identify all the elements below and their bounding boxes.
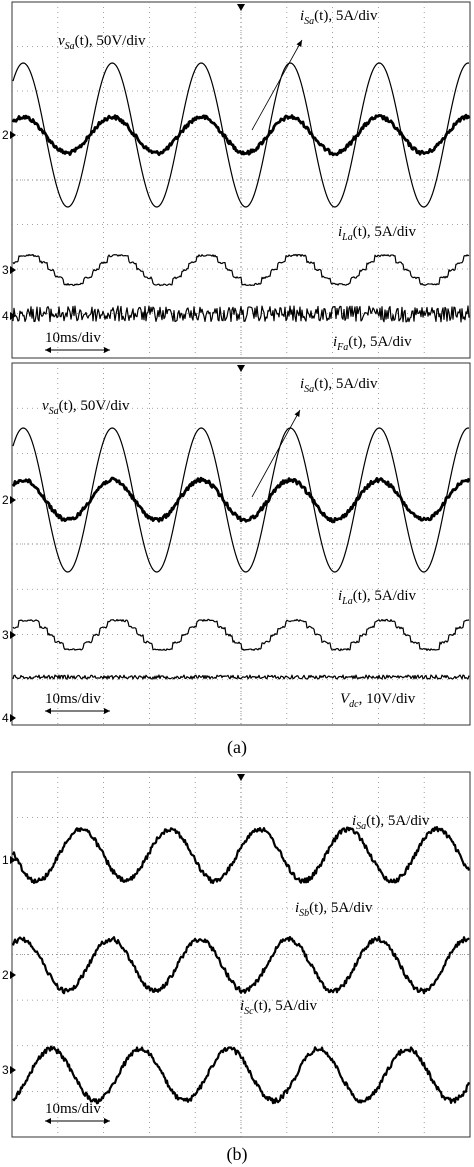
trace-label: Vdc, 10V/div <box>340 691 416 710</box>
label-subscript: Sa <box>356 821 366 832</box>
channel-marker: 2 <box>2 493 9 507</box>
trace-label: iSa(t), 5A/div <box>352 813 430 832</box>
trace-label: iLa(t), 5A/div <box>338 224 417 243</box>
time-scale: 10ms/div <box>45 1101 101 1117</box>
channel-marker: 4 <box>2 711 9 725</box>
label-symbol: i <box>333 334 337 350</box>
label-subscript: dc <box>349 699 359 710</box>
waveform <box>11 935 470 995</box>
time-scale: 10ms/div <box>45 330 101 346</box>
trigger-marker <box>237 774 245 781</box>
waveform <box>12 62 470 208</box>
channel-arrow <box>10 714 16 722</box>
trace-label: iFa(t), 5A/div <box>333 334 412 353</box>
pointer-head <box>296 40 302 47</box>
waveform <box>12 253 470 287</box>
label-symbol: V <box>340 691 351 707</box>
waveform <box>11 113 471 157</box>
label-symbol: i <box>240 998 244 1014</box>
trace-label: vSa(t), 50V/div <box>42 398 130 417</box>
channel-arrow <box>10 856 16 864</box>
label-symbol: i <box>295 900 299 916</box>
trace-label: iSa(t), 5A/div <box>300 8 378 27</box>
pointer <box>251 409 301 498</box>
trace-label: iSa(t), 5A/div <box>300 376 378 395</box>
label-text: (t), 5A/div <box>314 376 378 392</box>
time-scale: 10ms/div <box>45 691 101 707</box>
waveform <box>12 618 470 652</box>
trace-label: iSc(t), 5A/div <box>240 998 317 1017</box>
waveform <box>11 476 471 524</box>
trace-label: iLa(t), 5A/div <box>338 588 417 607</box>
channel-arrow <box>10 266 16 274</box>
label-subscript: Sa <box>49 406 59 417</box>
label-symbol: i <box>352 813 356 829</box>
channel-marker: 3 <box>2 628 9 642</box>
label-text: (t), 5A/div <box>309 900 373 916</box>
trigger-marker <box>237 365 245 372</box>
label-text: , 10V/div <box>359 691 416 707</box>
label-text: (t), 5A/div <box>353 588 417 604</box>
channel-arrow <box>10 131 16 139</box>
label-symbol: i <box>338 588 342 604</box>
label-subscript: Fa <box>336 342 348 353</box>
label-symbol: i <box>338 224 342 240</box>
channel-marker: 1 <box>2 853 9 867</box>
label-subscript: La <box>341 596 353 607</box>
label-subscript: La <box>341 232 353 243</box>
label-text: (t), 5A/div <box>314 8 378 24</box>
trigger-marker <box>237 4 245 11</box>
channel-marker: 2 <box>2 128 9 142</box>
trace-label: vSa(t), 50V/div <box>58 33 146 52</box>
channel-marker: 3 <box>2 1063 9 1077</box>
pointer-head <box>294 410 300 417</box>
label-symbol: v <box>58 33 65 49</box>
waveform <box>12 674 470 680</box>
label-text: (t), 5A/div <box>366 813 430 829</box>
channel-arrow <box>10 496 16 504</box>
caption: (b) <box>227 1144 248 1165</box>
label-symbol: v <box>42 398 49 414</box>
label-symbol: i <box>300 8 304 24</box>
label-symbol: i <box>300 376 304 392</box>
pointer <box>251 39 303 131</box>
label-subscript: Sa <box>304 16 314 27</box>
label-text: (t), 5A/div <box>353 224 417 240</box>
label-text: (t), 5A/div <box>254 998 318 1014</box>
channel-arrow <box>10 971 16 979</box>
label-subscript: Sc <box>244 1006 254 1017</box>
label-text: (t), 50V/div <box>75 33 146 49</box>
label-subscript: Sa <box>65 41 75 52</box>
trace-label: iSb(t), 5A/div <box>295 900 373 919</box>
label-subscript: Sa <box>304 384 314 395</box>
channel-marker: 2 <box>2 968 9 982</box>
waveform <box>12 1045 471 1105</box>
channel-arrow <box>10 312 16 320</box>
channel-marker: 4 <box>2 309 9 323</box>
waveform <box>11 826 471 885</box>
label-subscript: Sb <box>299 908 309 919</box>
channel-arrow <box>10 1066 16 1074</box>
channel-marker: 3 <box>2 263 9 277</box>
caption: (a) <box>227 737 247 758</box>
waveform <box>12 305 470 323</box>
label-text: (t), 5A/div <box>348 334 412 350</box>
channel-arrow <box>10 631 16 639</box>
label-text: (t), 50V/div <box>59 398 130 414</box>
